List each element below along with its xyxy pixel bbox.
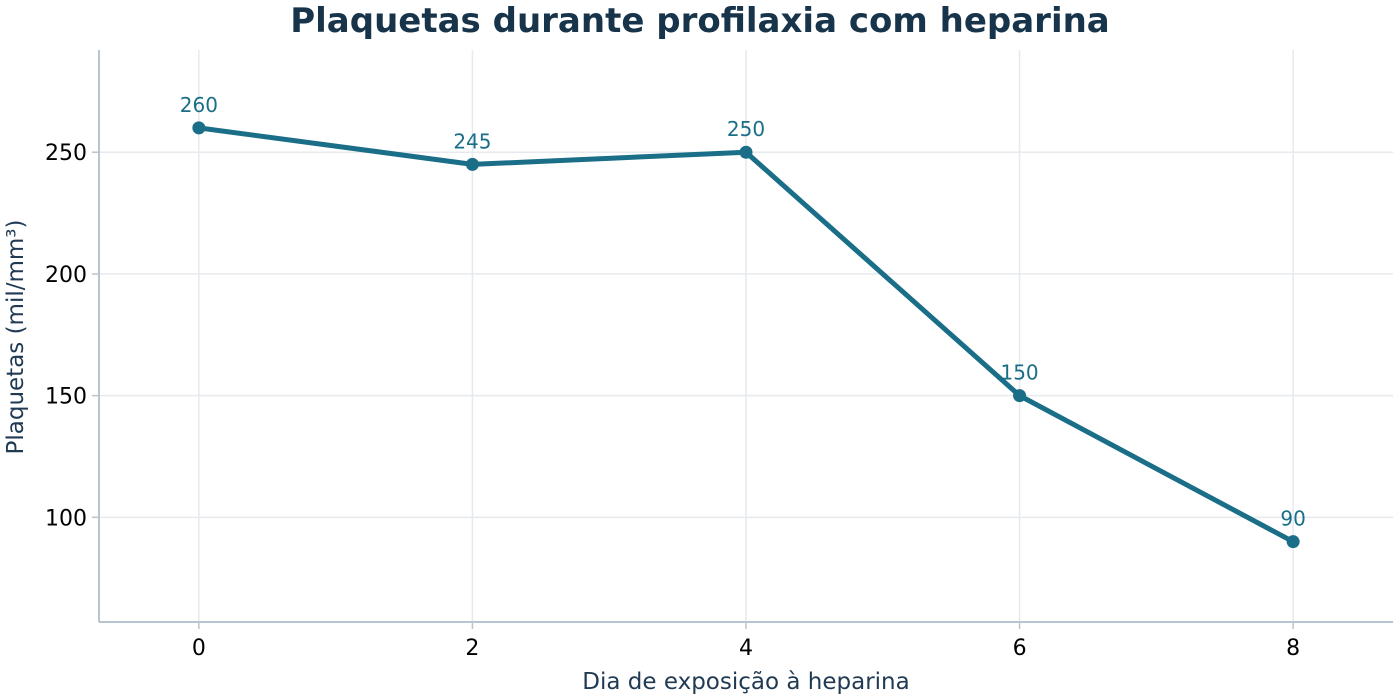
data-point (1013, 389, 1027, 403)
data-labels: 260 245 250 150 90 (180, 93, 1306, 531)
data-label: 260 (180, 93, 218, 117)
series (192, 121, 1300, 549)
y-tick-label: 200 (45, 263, 87, 288)
data-label: 250 (727, 117, 765, 141)
x-tick-label: 4 (739, 636, 753, 661)
y-tick-label: 150 (45, 385, 87, 410)
x-axis-label: Dia de exposição à heparina (582, 669, 909, 695)
data-point (1286, 535, 1300, 549)
data-point (192, 121, 206, 135)
y-tick-label: 250 (45, 141, 87, 166)
y-axis-label: Plaquetas (mil/mm³) (3, 220, 29, 455)
x-axis-ticks: 0 2 4 6 8 (192, 622, 1300, 661)
x-tick-label: 0 (192, 636, 206, 661)
data-label: 245 (453, 129, 491, 153)
chart-title: Plaquetas durante profilaxia com heparin… (290, 1, 1110, 41)
data-point (465, 157, 479, 171)
data-label: 90 (1280, 507, 1305, 531)
data-point (739, 145, 753, 159)
y-tick-label: 100 (45, 506, 87, 531)
x-tick-label: 2 (465, 636, 479, 661)
x-tick-label: 6 (1013, 636, 1027, 661)
x-tick-label: 8 (1286, 636, 1300, 661)
y-axis-ticks: 100 150 200 250 (45, 141, 99, 531)
data-label: 150 (1000, 361, 1038, 385)
